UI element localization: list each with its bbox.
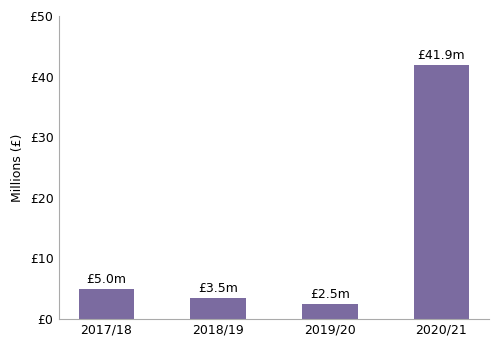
Text: £2.5m: £2.5m — [310, 288, 350, 301]
Bar — [414, 65, 470, 319]
Y-axis label: Millions (£): Millions (£) — [11, 133, 24, 202]
Bar — [78, 289, 134, 319]
Bar — [302, 304, 358, 319]
Text: £5.0m: £5.0m — [86, 273, 126, 286]
Text: £3.5m: £3.5m — [198, 282, 238, 295]
Bar — [190, 298, 246, 319]
Text: £41.9m: £41.9m — [418, 49, 466, 62]
